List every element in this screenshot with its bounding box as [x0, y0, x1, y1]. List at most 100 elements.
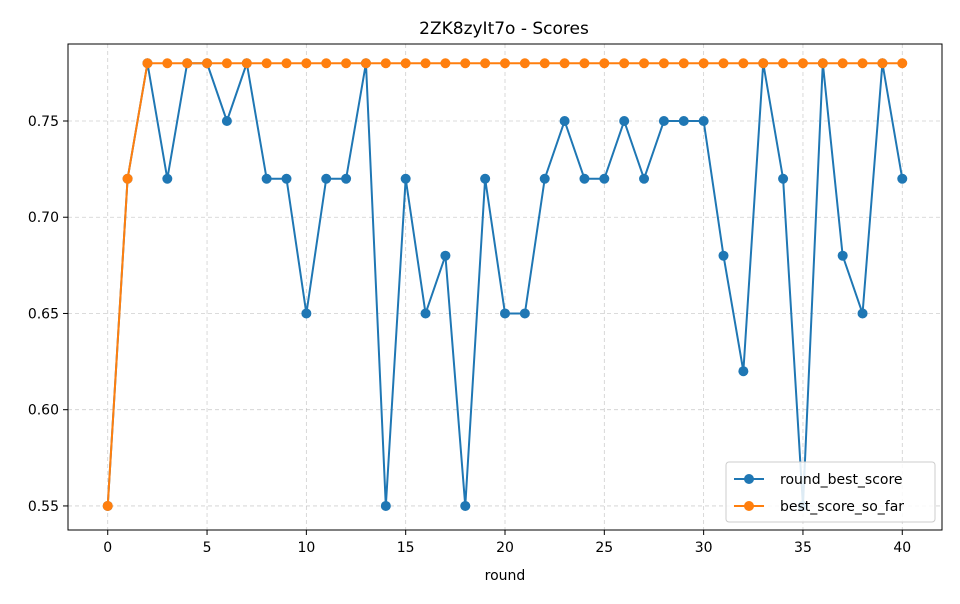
- data-point: [599, 173, 610, 184]
- data-point: [420, 58, 431, 69]
- data-point: [281, 58, 292, 69]
- data-point: [261, 58, 272, 69]
- data-point: [500, 58, 510, 69]
- legend-swatch-marker: [744, 474, 754, 484]
- data-point: [698, 115, 709, 126]
- data-point: [678, 58, 689, 69]
- data-point: [738, 58, 749, 69]
- data-point: [758, 58, 769, 69]
- legend-box: [725, 461, 936, 523]
- series-layer: [102, 58, 908, 511]
- data-point: [857, 308, 868, 319]
- y-tick-label: 0.55: [28, 499, 59, 515]
- data-point: [341, 58, 352, 69]
- data-point: [837, 58, 848, 69]
- data-point: [698, 58, 709, 69]
- data-point: [539, 173, 550, 184]
- data-point: [718, 250, 729, 261]
- data-point: [142, 58, 153, 69]
- data-point: [778, 58, 789, 69]
- x-tick-label: 40: [893, 540, 911, 556]
- data-point: [658, 58, 669, 69]
- data-point: [559, 115, 570, 126]
- data-point: [579, 58, 590, 69]
- data-point: [837, 250, 848, 261]
- data-point: [162, 173, 173, 184]
- x-tick-label: 0: [103, 540, 112, 556]
- data-point: [539, 58, 550, 69]
- data-point: [897, 58, 908, 69]
- grid-layer: [68, 44, 942, 530]
- data-point: [281, 173, 292, 184]
- chart-title: 2ZK8zyIt7o - Scores: [419, 19, 589, 39]
- y-tick-label: 0.60: [28, 403, 59, 419]
- legend-item: round_best_score: [734, 472, 903, 488]
- data-point: [519, 308, 530, 319]
- data-point: [619, 58, 630, 69]
- data-point: [261, 173, 272, 184]
- data-point: [797, 58, 808, 69]
- data-point: [639, 58, 650, 69]
- data-point: [122, 173, 133, 184]
- data-point: [440, 58, 451, 69]
- x-tick-label: 20: [496, 540, 514, 556]
- data-point: [301, 308, 312, 319]
- data-point: [877, 58, 888, 69]
- data-point: [360, 58, 371, 69]
- data-point: [321, 173, 332, 184]
- y-axis: 0.55 0.60 0.65 0.70 0.75: [28, 114, 68, 515]
- y-tick-label: 0.70: [28, 210, 59, 226]
- data-point: [519, 58, 530, 69]
- data-point: [380, 58, 391, 69]
- data-point: [480, 173, 491, 184]
- data-point: [678, 115, 689, 126]
- legend-item: best_score_so_far: [734, 499, 904, 515]
- data-point: [738, 366, 749, 377]
- legend-swatch-marker: [744, 501, 754, 511]
- data-point: [658, 115, 669, 126]
- data-point: [241, 58, 252, 69]
- data-point: [778, 173, 789, 184]
- data-point: [480, 58, 491, 69]
- data-point: [301, 58, 312, 69]
- legend-label: round_best_score: [780, 472, 903, 488]
- data-point: [400, 58, 411, 69]
- data-point: [897, 173, 908, 184]
- x-tick-label: 15: [397, 540, 415, 556]
- x-tick-label: 10: [297, 540, 315, 556]
- data-point: [440, 250, 451, 261]
- legend: round_best_score best_score_so_far: [725, 461, 936, 523]
- data-point: [321, 58, 332, 69]
- data-point: [162, 58, 173, 69]
- x-axis-label: round: [485, 568, 526, 584]
- data-point: [102, 500, 113, 511]
- data-point: [202, 58, 213, 69]
- x-tick-label: 30: [695, 540, 713, 556]
- data-point: [460, 58, 471, 69]
- data-point: [380, 500, 391, 511]
- x-tick-label: 35: [794, 540, 812, 556]
- y-tick-label: 0.75: [28, 114, 59, 130]
- data-point: [817, 58, 828, 69]
- data-point: [400, 173, 411, 184]
- data-point: [500, 308, 510, 319]
- data-point: [718, 58, 729, 69]
- legend-label: best_score_so_far: [780, 499, 904, 515]
- data-point: [221, 115, 232, 126]
- x-tick-label: 25: [595, 540, 613, 556]
- data-point: [221, 58, 232, 69]
- data-point: [857, 58, 868, 69]
- data-point: [599, 58, 610, 69]
- data-point: [559, 58, 570, 69]
- x-axis: 0 5 10 15 20 25 30 35 40: [103, 530, 911, 556]
- data-point: [619, 115, 630, 126]
- data-point: [420, 308, 431, 319]
- data-point: [341, 173, 352, 184]
- x-tick-label: 5: [203, 540, 212, 556]
- data-point: [579, 173, 590, 184]
- data-point: [639, 173, 650, 184]
- series-best-score-so-far: [102, 58, 908, 511]
- data-point: [182, 58, 193, 69]
